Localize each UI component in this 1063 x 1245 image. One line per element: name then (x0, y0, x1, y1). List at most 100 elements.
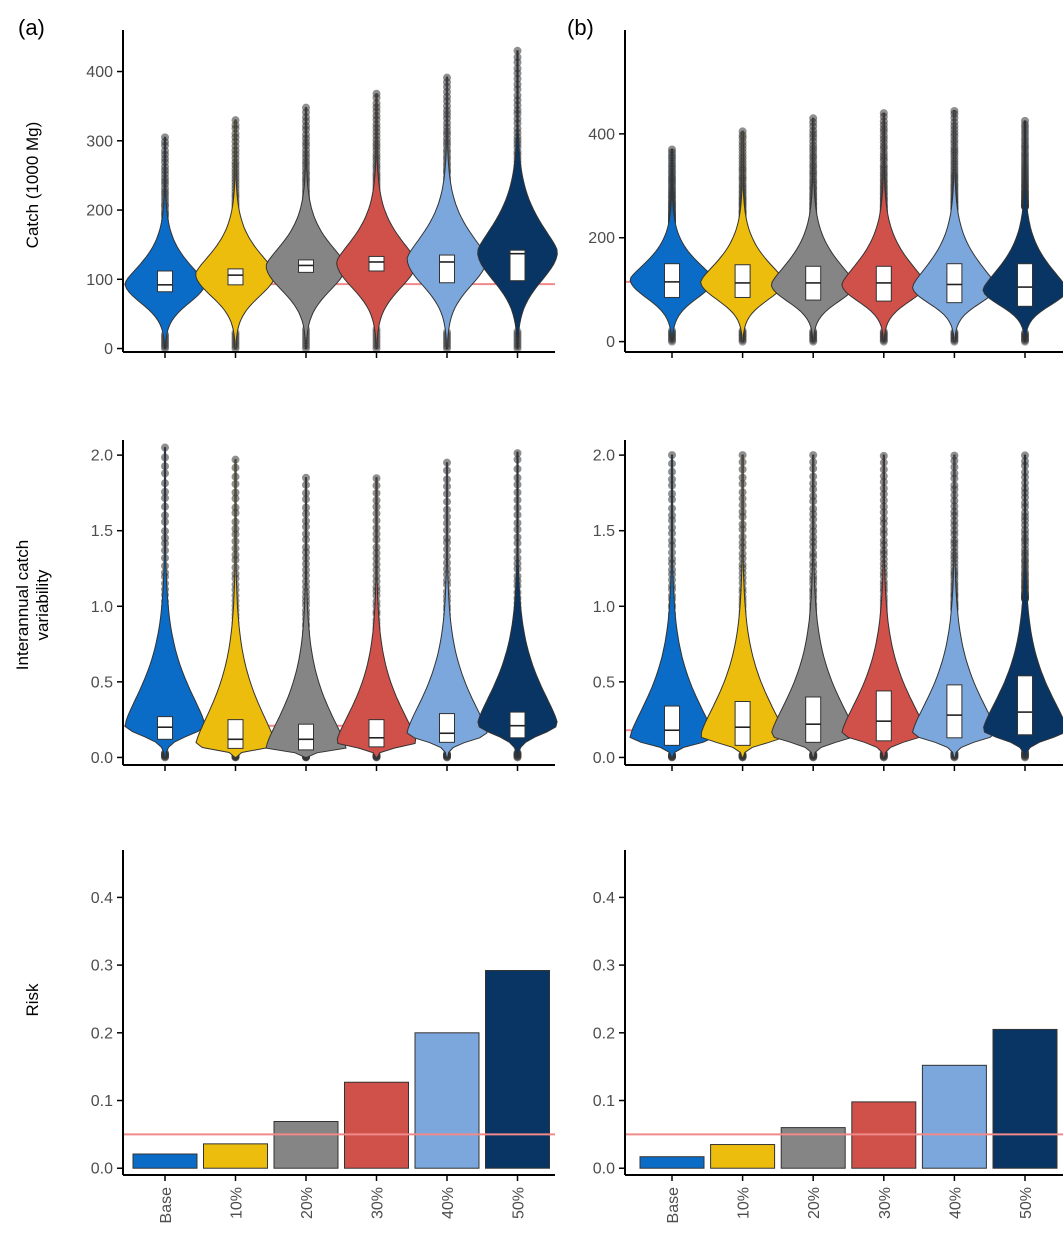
y-axis-title: variability (33, 569, 52, 640)
iqr-box (227, 719, 244, 749)
bar-Base (132, 1153, 198, 1169)
y-tick-label: 0.2 (593, 1025, 615, 1042)
iqr-box (439, 713, 455, 743)
y-tick-label: 400 (588, 126, 615, 143)
violin-20% (770, 117, 856, 343)
violin-30% (841, 112, 927, 343)
violin-50% (983, 454, 1063, 758)
y-tick-label: 0.0 (593, 750, 615, 767)
bar-50% (485, 970, 550, 1169)
y-tick-label: 0.2 (91, 1025, 113, 1042)
iqr-box (664, 263, 680, 298)
y-tick-label: 1.5 (593, 523, 615, 540)
iqr-box (439, 254, 455, 284)
violin-Base (124, 136, 206, 349)
violin-20% (265, 107, 347, 349)
violin-30% (841, 454, 927, 758)
x-tick-label: 20% (806, 1187, 823, 1219)
violin-40% (911, 110, 997, 343)
x-tick-label: 20% (299, 1187, 316, 1219)
y-tick-label: 2.0 (593, 448, 615, 465)
violin-20% (771, 454, 856, 758)
violin-30% (336, 477, 417, 758)
y-tick-label: 100 (86, 272, 113, 289)
iqr-box (157, 270, 173, 293)
iqr-box (875, 690, 892, 742)
y-tick-label: 0.5 (593, 674, 615, 691)
iqr-box (734, 264, 751, 298)
y-axis-title: Catch (1000 Mg) (23, 122, 42, 249)
violin-Base (629, 149, 715, 343)
y-tick-label: 0 (104, 341, 113, 358)
bar-50% (992, 1028, 1058, 1169)
y-tick-label: 200 (588, 230, 615, 247)
violin-10% (700, 130, 786, 343)
y-tick-label: 0.0 (91, 750, 113, 767)
bar-10% (203, 1143, 268, 1169)
y-tick-label: 0.1 (593, 1093, 615, 1110)
x-tick-label: 30% (370, 1187, 387, 1219)
violin-50% (477, 451, 558, 758)
iqr-box (946, 263, 963, 304)
y-axis-title: Risk (23, 983, 42, 1017)
panel-a-iav: 0.0 0.5 1.0 1.5 2.0 Interannual catch variabil… (13, 440, 558, 771)
violin-30% (336, 93, 417, 349)
violin-50% (982, 120, 1063, 343)
iqr-box (298, 723, 314, 751)
bar-Base (639, 1156, 705, 1169)
y-tick-label: 0.4 (91, 890, 113, 907)
y-tick-label: 0.4 (593, 890, 615, 907)
iqr-box (734, 701, 751, 746)
panel-a-risk: Base 10% 20% 30% 40% 50% 0.0 0.1 0.2 0.3 0.4 Risk (23, 850, 555, 1223)
y-tick-label: 0.0 (91, 1161, 113, 1178)
iqr-box (1017, 675, 1033, 736)
violin-40% (911, 454, 997, 758)
iqr-box (664, 705, 680, 746)
bar-40% (414, 1032, 480, 1169)
x-tick-label: 10% (229, 1187, 246, 1219)
panel-b-iav: 0.0 0.5 1.0 1.5 2.0 (593, 440, 1063, 771)
iqr-box (368, 719, 385, 748)
y-tick-label: 0 (606, 334, 615, 351)
violin-40% (406, 462, 488, 758)
y-tick-label: 0.3 (91, 958, 113, 975)
violin-50% (477, 50, 558, 349)
iqr-box (1017, 263, 1033, 307)
iqr-box (509, 249, 526, 282)
y-tick-label: 1.5 (91, 523, 113, 540)
bar-30% (344, 1081, 409, 1169)
y-tick-label: 1.0 (91, 599, 113, 616)
y-tick-label: 2.0 (91, 448, 113, 465)
panel-b-catch: 0 200 400 (588, 30, 1063, 358)
violin-10% (700, 454, 785, 758)
violin-20% (265, 477, 347, 758)
x-tick-label: 10% (736, 1187, 753, 1219)
y-axis-title: Interannual catch (13, 540, 32, 670)
iqr-box (227, 268, 244, 286)
bar-10% (710, 1144, 776, 1169)
y-tick-label: 0.5 (91, 674, 113, 691)
violin-40% (406, 76, 488, 349)
y-tick-label: 1.0 (593, 599, 615, 616)
x-tick-label: Base (158, 1187, 175, 1224)
y-tick-label: 0.0 (593, 1161, 615, 1178)
panel-b-risk: Base 10% 20% 30% 40% 50% 0.0 0.1 0.2 0.3 0.4 (593, 850, 1063, 1223)
violin-10% (195, 119, 276, 349)
violin-10% (195, 459, 276, 758)
violin-Base (124, 447, 206, 758)
iqr-box (805, 696, 822, 743)
iqr-box (368, 255, 385, 272)
y-tick-label: 0.1 (91, 1093, 113, 1110)
x-tick-label: 40% (440, 1187, 457, 1219)
bar-20% (273, 1121, 339, 1169)
x-tick-label: 50% (1018, 1187, 1035, 1219)
panel-label-a: (a) (18, 15, 45, 40)
panel-a-catch: 0 100 200 300 400 Catch (1000 Mg) (23, 30, 558, 358)
violin-Base (629, 454, 715, 758)
iqr-box (946, 684, 963, 739)
x-tick-label: 50% (511, 1187, 528, 1219)
y-tick-label: 0.3 (593, 958, 615, 975)
bar-40% (921, 1064, 987, 1169)
